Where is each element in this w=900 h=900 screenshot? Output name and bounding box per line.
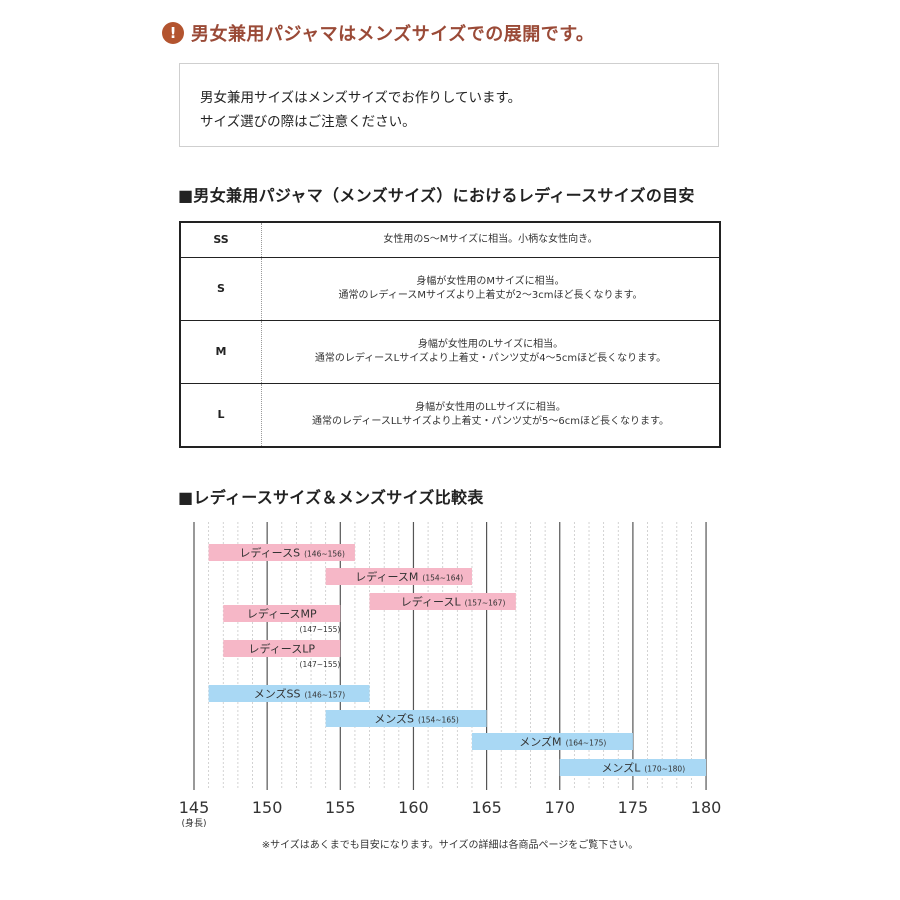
size-cell: S [180, 257, 262, 321]
bar-range-label: (164~175) [566, 739, 607, 748]
bar-range-label: (146~156) [304, 550, 345, 559]
bar-range-label: (147~155) [300, 660, 341, 669]
notice-line-2: サイズ選びの際はご注意ください。 [200, 114, 416, 130]
bar-range-label: (154~164) [422, 574, 463, 583]
bar-range-label: (146~157) [304, 691, 345, 700]
warning-text: 男女兼用パジャマはメンズサイズでの展開です。 [191, 24, 595, 45]
description-line-1: 身幅が女性用のLLサイズに相当。 [415, 401, 566, 413]
x-tick-label: 175 [618, 798, 649, 817]
x-tick-label: 160 [398, 798, 429, 817]
range-bar [369, 593, 516, 610]
size-row: M 身幅が女性用のLサイズに相当。 通常のレディースLサイズより上着丈・パンツ丈が4… [180, 320, 720, 384]
exclamation-icon: ! [162, 22, 184, 44]
bar-range-label: (170~180) [644, 765, 685, 774]
size-table-heading: ■男女兼用パジャマ（メンズサイズ）におけるレディースサイズの目安 [178, 186, 695, 205]
description-line-1: 身幅が女性用のLサイズに相当。 [417, 338, 564, 350]
x-tick-label: 150 [252, 798, 283, 817]
size-row: S 身幅が女性用のMサイズに相当。 通常のレディースMサイズより上着丈が2～3cmほ… [180, 257, 720, 321]
x-tick-label: 180 [691, 798, 722, 817]
description-cell: 女性用のS～Mサイズに相当。小柄な女性向き。 [261, 222, 720, 258]
description-line-2: 通常のレディースMサイズより上着丈が2～3cmほど長くなります。 [338, 289, 643, 301]
size-guide-table: SS 女性用のS～Mサイズに相当。小柄な女性向き。 S 身幅が女性用のMサイズに相当。… [179, 221, 721, 448]
warning-header: ! 男女兼用パジャマはメンズサイズでの展開です。 [162, 20, 594, 46]
range-bar [223, 605, 341, 622]
description-line-1: 女性用のS～Mサイズに相当。小柄な女性向き。 [383, 233, 598, 245]
x-tick-label: 170 [544, 798, 575, 817]
bar-range-label: (147~155) [300, 625, 341, 634]
size-cell: L [180, 383, 262, 447]
bar-label: メンズSS [254, 687, 301, 701]
description-cell: 身幅が女性用のLサイズに相当。通常のレディースLサイズより上着丈・パンツ丈が4～… [261, 320, 720, 384]
bar-label: レディースMP [247, 607, 317, 621]
description-line-2: 通常のレディースLLサイズより上着丈・パンツ丈が5～6cmほど長くなります。 [312, 415, 669, 427]
bar-range-label: (157~167) [465, 599, 506, 608]
range-bar [559, 759, 707, 776]
notice-box: 男女兼用サイズはメンズサイズでお作りしています。 サイズ選びの際はご注意ください… [179, 63, 719, 147]
range-bar [208, 685, 370, 702]
description-line-1: 身幅が女性用のMサイズに相当。 [416, 275, 565, 287]
x-axis-sublabel: (身長) [181, 817, 206, 829]
range-bar [208, 544, 355, 561]
bar-label: レディースS [239, 546, 300, 560]
x-tick-label: 155 [325, 798, 356, 817]
footnote: ※サイズはあくまでも目安になります。サイズの詳細は各商品ページをご覧下さい。 [261, 840, 639, 851]
description-cell: 身幅が女性用のLLサイズに相当。通常のレディースLLサイズより上着丈・パンツ丈が… [262, 383, 721, 447]
size-row: SS 女性用のS～Mサイズに相当。小柄な女性向き。 [180, 222, 720, 258]
bar-label: メンズM [519, 735, 561, 749]
x-tick-label: 165 [471, 798, 502, 817]
bar-label: レディースLP [249, 642, 316, 656]
bar-range-label: (154~165) [418, 716, 459, 725]
range-bar [325, 710, 487, 727]
bar-label: レディースL [401, 595, 462, 609]
bar-label: メンズL [601, 761, 641, 775]
size-cell: M [180, 320, 262, 384]
range-bar [325, 568, 472, 585]
comparison-heading: ■レディースサイズ＆メンズサイズ比較表 [178, 488, 484, 507]
size-cell: SS [180, 222, 262, 258]
range-bar [223, 640, 341, 657]
bar-label: メンズS [374, 712, 414, 726]
size-row: L 身幅が女性用のLLサイズに相当。 通常のレディースLLサイズより上着丈・パンツ丈… [180, 383, 720, 447]
bar-label: レディースM [355, 570, 418, 584]
description-cell: 身幅が女性用のMサイズに相当。通常のレディースMサイズより上着丈が2～3cmほど… [261, 257, 720, 321]
notice-line-1: 男女兼用サイズはメンズサイズでお作りしています。 [200, 90, 522, 106]
description-line-2: 通常のレディースLサイズより上着丈・パンツ丈が4～5cmほど長くなります。 [314, 352, 667, 364]
range-bar [471, 733, 633, 750]
x-tick-label: 145 [179, 798, 210, 817]
